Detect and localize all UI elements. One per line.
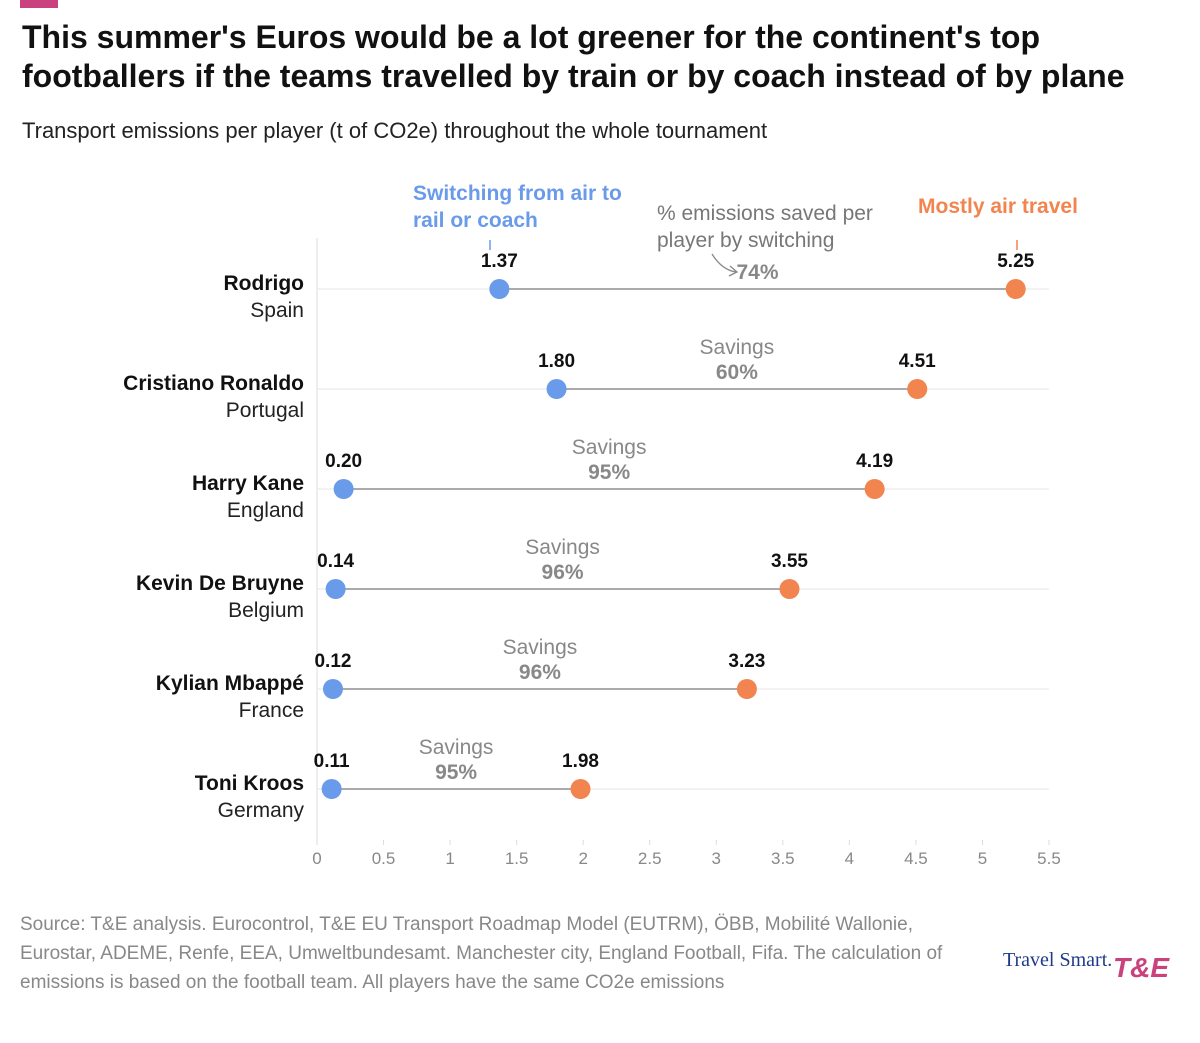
dot	[322, 679, 343, 699]
x-tick-label: 0.5	[372, 849, 396, 868]
savings-label: Savings	[525, 536, 600, 559]
dot	[864, 479, 885, 499]
dot	[333, 479, 354, 499]
x-tick-label: 2.5	[638, 849, 662, 868]
chart-subtitle: Transport emissions per player (t of CO2…	[22, 118, 768, 143]
dot	[570, 779, 591, 799]
category-label: Cristiano Ronaldo	[123, 372, 304, 395]
x-tick-label: 4	[845, 849, 854, 868]
x-tick-label: 3	[712, 849, 721, 868]
value-label: 0.20	[325, 451, 362, 472]
savings-label: Savings	[419, 736, 494, 759]
value-label: 3.23	[728, 651, 765, 672]
arrow	[711, 253, 739, 277]
savings-value: 95%	[588, 461, 630, 484]
savings-value: 96%	[542, 561, 584, 584]
x-tick-label: 5.5	[1037, 849, 1061, 868]
dot	[907, 379, 928, 399]
savings-label: Savings	[572, 436, 647, 459]
category-label: Rodrigo	[224, 272, 304, 295]
legend-orange: Mostly air travel	[918, 195, 1078, 218]
country-label: Portugal	[226, 399, 304, 422]
value-label: 1.98	[562, 751, 599, 772]
value-label: 1.37	[481, 251, 518, 272]
country-label: Belgium	[228, 599, 304, 622]
chart-title: This summer's Euros would be a lot green…	[22, 19, 1125, 94]
dot	[736, 679, 757, 699]
category-label: Harry Kane	[192, 472, 304, 495]
logo: Travel Smart.	[1003, 949, 1113, 971]
x-tick-label: 4.5	[904, 849, 928, 868]
source-note: Source: T&E analysis. Eurocontrol, T&E E…	[20, 914, 943, 993]
dot	[779, 579, 800, 599]
savings-value: 95%	[435, 761, 477, 784]
value-label: 4.51	[899, 351, 936, 372]
x-tick-label: 1.5	[505, 849, 529, 868]
category-label: Toni Kroos	[195, 772, 304, 795]
legend-blue: Switching from air to rail or coach	[413, 182, 622, 232]
value-label: 3.55	[771, 551, 808, 572]
country-label: England	[227, 499, 304, 522]
x-tick-label: 2	[578, 849, 587, 868]
x-tick-label: 5	[978, 849, 987, 868]
value-label: 4.19	[856, 451, 893, 472]
dot	[325, 579, 346, 599]
dot	[1005, 279, 1026, 299]
savings-label: Savings	[700, 336, 775, 359]
logo: T&E	[1113, 952, 1169, 983]
category-label: Kylian Mbappé	[156, 672, 304, 695]
dot	[321, 779, 342, 799]
savings-value: 74%	[737, 261, 779, 284]
country-label: Spain	[250, 299, 304, 322]
dot	[489, 279, 510, 299]
x-tick-label: 3.5	[771, 849, 795, 868]
savings-value: 60%	[716, 361, 758, 384]
savings-value: 96%	[519, 661, 561, 684]
value-label: 5.25	[997, 251, 1034, 272]
value-label: 1.80	[538, 351, 575, 372]
value-label: 0.12	[314, 651, 351, 672]
savings-label: Savings	[503, 636, 578, 659]
dot	[546, 379, 567, 399]
value-label: 0.11	[314, 751, 350, 772]
value-label: 0.14	[317, 551, 354, 572]
country-label: Germany	[218, 799, 305, 822]
country-label: France	[239, 699, 304, 722]
x-tick-label: 1	[445, 849, 454, 868]
annotation: % emissions saved per player by switchin…	[657, 202, 873, 252]
category-label: Kevin De Bruyne	[136, 572, 304, 595]
accent-bar	[20, 0, 58, 8]
x-tick-label: 0	[312, 849, 321, 868]
